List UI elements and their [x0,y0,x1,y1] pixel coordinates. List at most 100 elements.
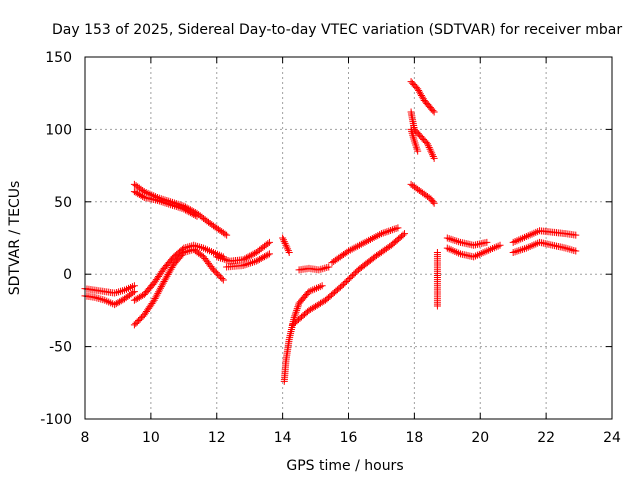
data-point [345,275,353,283]
data-point [372,233,380,241]
data-point [283,243,291,251]
data-point [355,241,363,249]
x-tick-label: 10 [142,430,160,446]
data-point [428,151,436,159]
data-point [130,288,138,296]
data-point [261,253,269,261]
data-point [291,312,299,320]
x-tick-label: 12 [208,430,226,446]
data-point [265,238,273,246]
data-point [388,226,396,234]
data-point [154,289,162,297]
y-tick-label: 50 [54,195,72,211]
data-point [264,240,272,248]
data-point [153,291,161,299]
data-point [188,210,196,218]
x-tick-label: 20 [471,430,489,446]
y-tick-label: 150 [45,50,72,66]
data-point [379,229,387,237]
data-point [158,281,166,289]
data-point [368,234,376,242]
data-point [191,211,199,219]
data-point [572,231,580,239]
data-point [357,240,365,248]
data-point [376,231,384,239]
data-point [350,244,358,252]
x-tick-label: 18 [405,430,423,446]
data-point [291,310,299,318]
data-point [150,296,158,304]
data-point [285,248,293,256]
data-point [252,257,260,265]
data-point [279,236,287,244]
x-tick-label: 8 [81,430,90,446]
data-point [424,142,432,150]
data-point [483,238,491,246]
data-point [284,247,292,255]
data-point [348,272,356,280]
data-point [350,270,358,278]
y-tick-label: -50 [49,340,72,356]
x-tick-label: 16 [340,430,358,446]
data-point [363,237,371,245]
data-point [430,199,438,207]
data-point [365,236,373,244]
data-point [156,284,164,292]
data-point [351,269,359,277]
y-axis-title: SDTVAR / TECUs [7,181,23,296]
data-point [294,303,302,311]
data-point [370,234,378,242]
x-tick-label: 14 [274,430,292,446]
data-point [293,306,301,314]
ticks: 8 10 12 14 16 18 20 22 24 150 100 50 0 -50 -100 [40,50,621,446]
data-point [246,252,254,260]
data-point [254,256,262,264]
data-point [352,243,360,251]
data-point [186,209,194,217]
data-point [325,263,333,271]
data-point [496,241,504,249]
data-point [244,253,252,261]
data-point [429,198,437,206]
data-point [139,186,147,194]
data-point [430,108,438,116]
data-point [348,245,356,253]
data-point [400,230,408,238]
data-point [354,242,362,250]
data-point [223,231,231,239]
data-point [218,275,226,283]
data-point [293,305,301,313]
x-tick-label: 22 [537,430,555,446]
data-point [377,230,385,238]
data-point [390,225,398,233]
data-point [361,238,369,246]
data-point [221,230,229,238]
data-point [139,192,147,200]
data-point [242,254,250,262]
data-point [426,145,434,153]
data-point [347,273,355,281]
data-point [219,276,227,284]
data-point [262,252,270,260]
data-point [399,231,407,239]
data-point [129,289,137,297]
data-point [198,252,206,260]
data-point [429,153,437,161]
data-point [247,251,255,259]
data-point [414,147,422,155]
data-point [344,276,352,284]
data-point [178,245,186,253]
data-point [424,140,432,148]
data-point [385,227,393,235]
y-tick-label: 100 [45,122,72,138]
data-point [359,239,367,247]
chart-title: Day 153 of 2025, Sidereal Day-to-day VTE… [52,22,622,38]
data-point [193,212,201,220]
data-point [256,255,264,263]
data-point [281,239,289,247]
data-point [429,107,437,115]
data-point [259,254,267,262]
data-point [249,250,257,258]
data-point [264,251,272,259]
